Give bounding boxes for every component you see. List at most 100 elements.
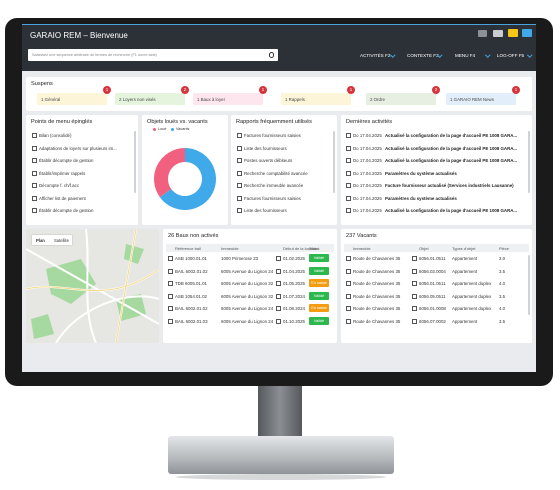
menu-chevron (527, 52, 533, 58)
menu-item[interactable]: MENU F4 (455, 53, 476, 58)
activity-date: Do 17.04.2025 (353, 195, 382, 201)
icon (346, 158, 351, 163)
map-button[interactable]: Satellite (54, 237, 69, 243)
suspens-card[interactable]: 1 Rappels (281, 93, 351, 105)
icon-chat[interactable] (508, 29, 518, 37)
icon (346, 256, 351, 261)
suspens-badge[interactable]: 1 (103, 86, 111, 94)
search-box[interactable]: Saisissez une séquence arbitraire de ter… (28, 49, 278, 61)
cell: 6056.01.0511 (419, 281, 446, 286)
map-panel: Plan Satellite (26, 229, 159, 343)
donut-slice (159, 148, 217, 210)
pinned-item: Afficher list de paiement (39, 195, 86, 201)
map (26, 229, 159, 343)
icon-box[interactable] (478, 30, 487, 37)
suspens-card[interactable]: 2 Ordre (366, 93, 436, 105)
panel-title: Points de menu épinglés (31, 119, 93, 125)
scrollbar (134, 131, 136, 193)
menu-item[interactable]: CONTEXTE F3 (407, 53, 439, 58)
icon-box[interactable] (493, 30, 503, 37)
suspens-card[interactable]: 1 Baux à loyer (193, 93, 263, 105)
cell: 01.04.2025 (283, 268, 305, 274)
menu-item[interactable]: LOG-OFF F5 (497, 53, 525, 58)
icon (237, 183, 242, 188)
suspens-badge[interactable]: 1 (259, 86, 267, 94)
panel-title: Objets loués vs. vacants (147, 119, 208, 125)
cell: 01.05.2025 (283, 281, 305, 286)
icon (346, 281, 351, 286)
activity-text: Paramètres du système actualisés (385, 170, 457, 176)
cell: 6056.05.0511 (419, 293, 446, 299)
suspens-badge[interactable]: 1 (512, 86, 520, 94)
suspens-badge[interactable]: 2 (181, 86, 189, 94)
suspens-badge[interactable]: 2 (432, 86, 440, 94)
cell: 4.0 (499, 281, 506, 286)
pinned-panel: Points de menu épinglés Bilan (consolidé)… (26, 115, 138, 225)
icon-chat[interactable] (522, 29, 532, 37)
icon (32, 133, 37, 138)
icon (237, 158, 242, 163)
search-placeholder: Saisissez une séquence arbitraire de ter… (32, 52, 157, 57)
pinned-item: Établir décompte de gestion (39, 158, 94, 163)
icon (276, 256, 281, 261)
cell: Route de Chavannes 35 (353, 318, 401, 324)
icon (32, 183, 37, 188)
pinned-item: Établir décompte de gestion (39, 208, 94, 213)
menu-item[interactable]: ACTIVITÉS F2 (360, 53, 391, 58)
cell: 6056.01.0008 (419, 306, 446, 311)
icon (346, 133, 351, 138)
activity-text: Facture fournisseur actualisé (Services … (385, 183, 514, 188)
cell: ASB 1000.01.01 (175, 256, 207, 261)
icon (237, 145, 242, 151)
panel-title: 237 Vacants (346, 233, 377, 239)
suspens-badge[interactable]: 1 (347, 86, 355, 94)
icon (276, 306, 281, 311)
icon (412, 268, 417, 274)
cell: 6005 Avenue du Lignon 24 (221, 318, 274, 324)
icon (346, 318, 351, 324)
map-road (85, 229, 97, 343)
menu-chevron (437, 52, 443, 58)
pinned-item: Adaptations de loyers sur plusieurs im..… (39, 145, 117, 151)
column-header: Référence bail (175, 245, 201, 251)
cell: 4.0 (499, 306, 506, 311)
donut (154, 148, 217, 210)
cell: Route de Chavannes 35 (353, 268, 401, 274)
icon (412, 306, 417, 311)
cell: 3.0 (499, 256, 506, 261)
pinned-item: Établir/imprimer rappels (39, 170, 86, 176)
icon (346, 195, 351, 201)
pinned-item: Décompte f. ch/f.acc (39, 183, 80, 188)
status-badge: Validé (309, 254, 329, 262)
suspens-card[interactable]: 1 GARAIO REM News (446, 93, 516, 105)
reports-panel: Rapports fréquemment utilisés Factures fo… (231, 115, 337, 225)
icon (237, 195, 242, 201)
cell: BAIL 6002.01.02 (175, 268, 208, 274)
column-header: Types d'objet (452, 245, 476, 251)
monitor-neck (258, 386, 302, 438)
cell: 3.5 (499, 318, 506, 324)
menu-chevron (485, 52, 491, 58)
icon (168, 268, 173, 274)
icon (346, 306, 351, 311)
cell: Appartement (452, 268, 478, 274)
suspens-card[interactable]: 2 Loyers non visés (115, 93, 185, 105)
icon (168, 306, 173, 311)
chart-panel: Objets loués vs. vacants Loué Vacants (142, 115, 228, 225)
search-icon[interactable] (268, 52, 274, 58)
base-shadow (176, 474, 386, 480)
icon (412, 256, 417, 261)
app-title: GARAIO REM – Bienvenue (30, 31, 128, 40)
activity-date: Do 17.04.2025 (353, 145, 382, 151)
suspens-label: 1 Baux à loyer (197, 97, 226, 102)
status-badge: En saisie (309, 279, 329, 287)
status-badge: Validé (309, 316, 329, 325)
report-item: Liste des fournisseurs (244, 208, 287, 213)
icon (32, 170, 37, 176)
map-button[interactable]: Plan (36, 237, 45, 243)
suspens-label: 1 GARAIO REM News (450, 97, 494, 102)
map-road-major (115, 229, 137, 343)
activity-date: Do 17.04.2025 (353, 170, 382, 176)
suspens-card[interactable]: 1 Général (37, 93, 107, 105)
